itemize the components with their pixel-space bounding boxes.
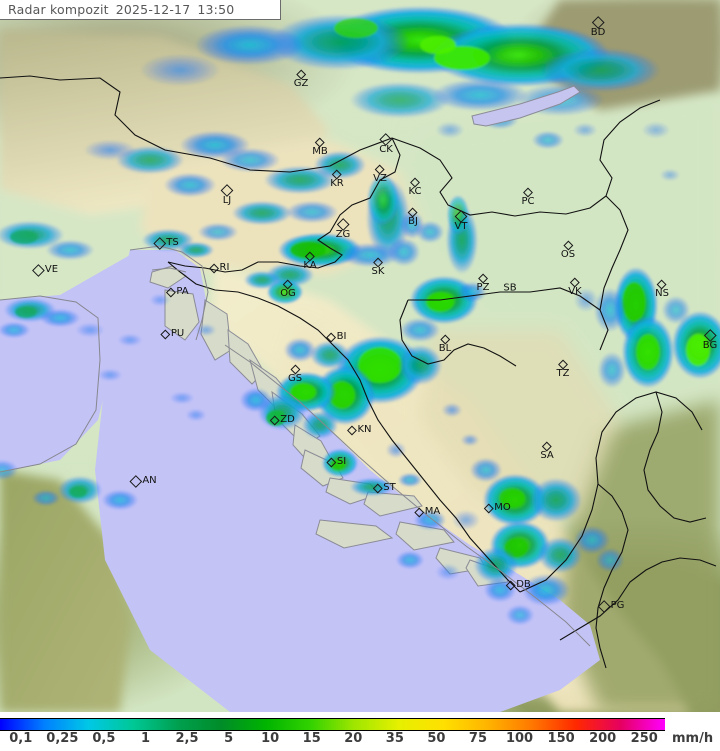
legend-tick-3: 0,5 <box>92 731 116 746</box>
legend-tick-5: 2,5 <box>175 731 199 746</box>
legend-tick-8: 15 <box>302 731 321 746</box>
legend-tick-16: 250 <box>630 731 658 746</box>
legend-tick-6: 5 <box>224 731 234 746</box>
legend-tick-labels: 0,1 0,25 0,5 1 2,5 5 10 15 20 35 50 75 100 150 200 250 <box>0 731 720 751</box>
legend-tick-14: 150 <box>547 731 575 746</box>
date-label: 2025-12-17 <box>115 2 191 17</box>
radar-map[interactable]: VE AN TS PA PU LJ RI GZ MB CK VZ KR KC BJ ZG KA SK OG VT PC… <box>0 0 720 712</box>
legend-tick-13: 100 <box>505 731 534 746</box>
legend-tick-7: 10 <box>261 731 280 746</box>
legend-tick-11: 50 <box>427 731 446 746</box>
product-label: Radar kompozit <box>8 2 109 17</box>
legend-tick-4: 1 <box>140 731 150 746</box>
administrative-borders-layer <box>0 75 717 669</box>
legend-colorbar <box>0 718 665 731</box>
map-titlebar: Radar kompozit 2025-12-17 13:50 <box>0 0 281 20</box>
intensity-legend: 0,1 0,25 0,5 1 2,5 5 10 15 20 35 50 75 100 150 200 250 … <box>0 712 720 751</box>
time-label: 13:50 <box>197 2 235 17</box>
legend-tick-1: 0,1 <box>9 731 33 746</box>
legend-tick-10: 35 <box>385 731 404 746</box>
legend-tick-9: 20 <box>344 731 363 746</box>
legend-tick-15: 200 <box>589 731 617 746</box>
titlebar-text: Radar kompozit 2025-12-17 13:50 <box>8 2 234 17</box>
legend-tick-12: 75 <box>468 731 488 746</box>
legend-tick-2: 0,25 <box>46 731 79 746</box>
sea-layer <box>0 250 600 712</box>
legend-unit-label: mm/h <box>672 731 714 746</box>
